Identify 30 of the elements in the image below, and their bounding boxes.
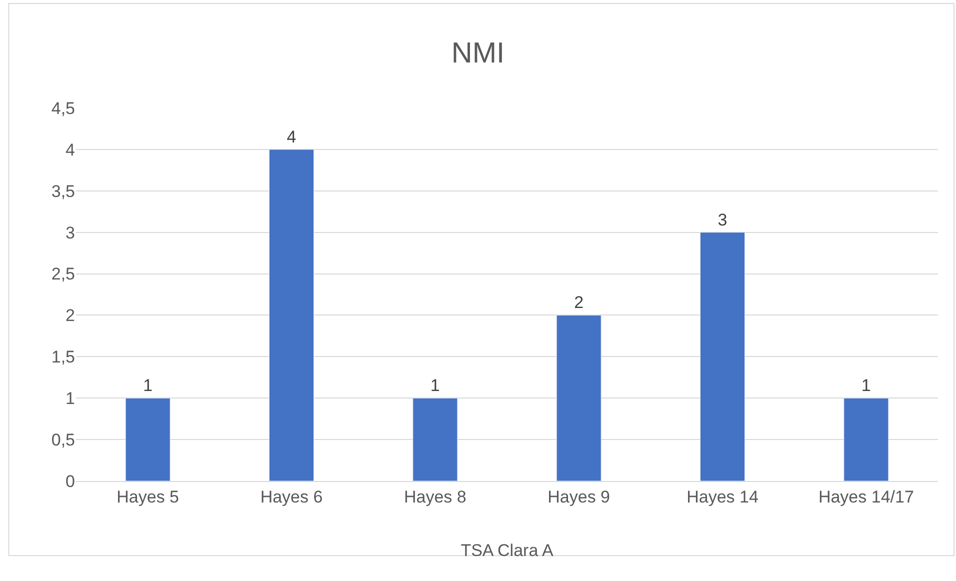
bar xyxy=(125,398,170,481)
bar xyxy=(556,314,602,481)
x-tick-label: Hayes 6 xyxy=(260,487,323,506)
x-axis-title: TSA Clara A xyxy=(460,540,554,560)
bar xyxy=(844,398,889,481)
data-label: 1 xyxy=(861,376,871,396)
x-tick-label: Hayes 5 xyxy=(116,487,180,506)
chart-title: NMI xyxy=(451,37,505,70)
y-tick-label: 2,5 xyxy=(51,264,75,284)
y-tick-label: 2 xyxy=(66,306,75,326)
y-tick-label: 0 xyxy=(66,472,75,491)
data-label: 4 xyxy=(286,127,296,146)
data-label: 1 xyxy=(430,376,440,396)
data-label: 3 xyxy=(718,210,728,230)
y-tick-label: 3 xyxy=(66,223,75,242)
x-tick-label: Hayes 8 xyxy=(404,487,466,506)
bar xyxy=(412,398,458,481)
bar xyxy=(268,149,314,481)
x-tick-label: Hayes 14 xyxy=(686,487,758,506)
y-tick-label: 1,5 xyxy=(51,348,75,367)
y-tick-label: 4,5 xyxy=(51,98,75,118)
data-label: 2 xyxy=(574,293,584,312)
y-tick-label: 3,5 xyxy=(51,182,75,201)
data-label: 1 xyxy=(143,376,153,396)
y-tick-label: 0,5 xyxy=(51,430,75,450)
bar xyxy=(700,232,746,481)
x-tick-label: Hayes 9 xyxy=(548,487,610,506)
y-tick-label: 1 xyxy=(66,389,75,408)
x-tick-label: Hayes 14/17 xyxy=(818,487,914,506)
y-tick-label: 4 xyxy=(66,140,75,160)
